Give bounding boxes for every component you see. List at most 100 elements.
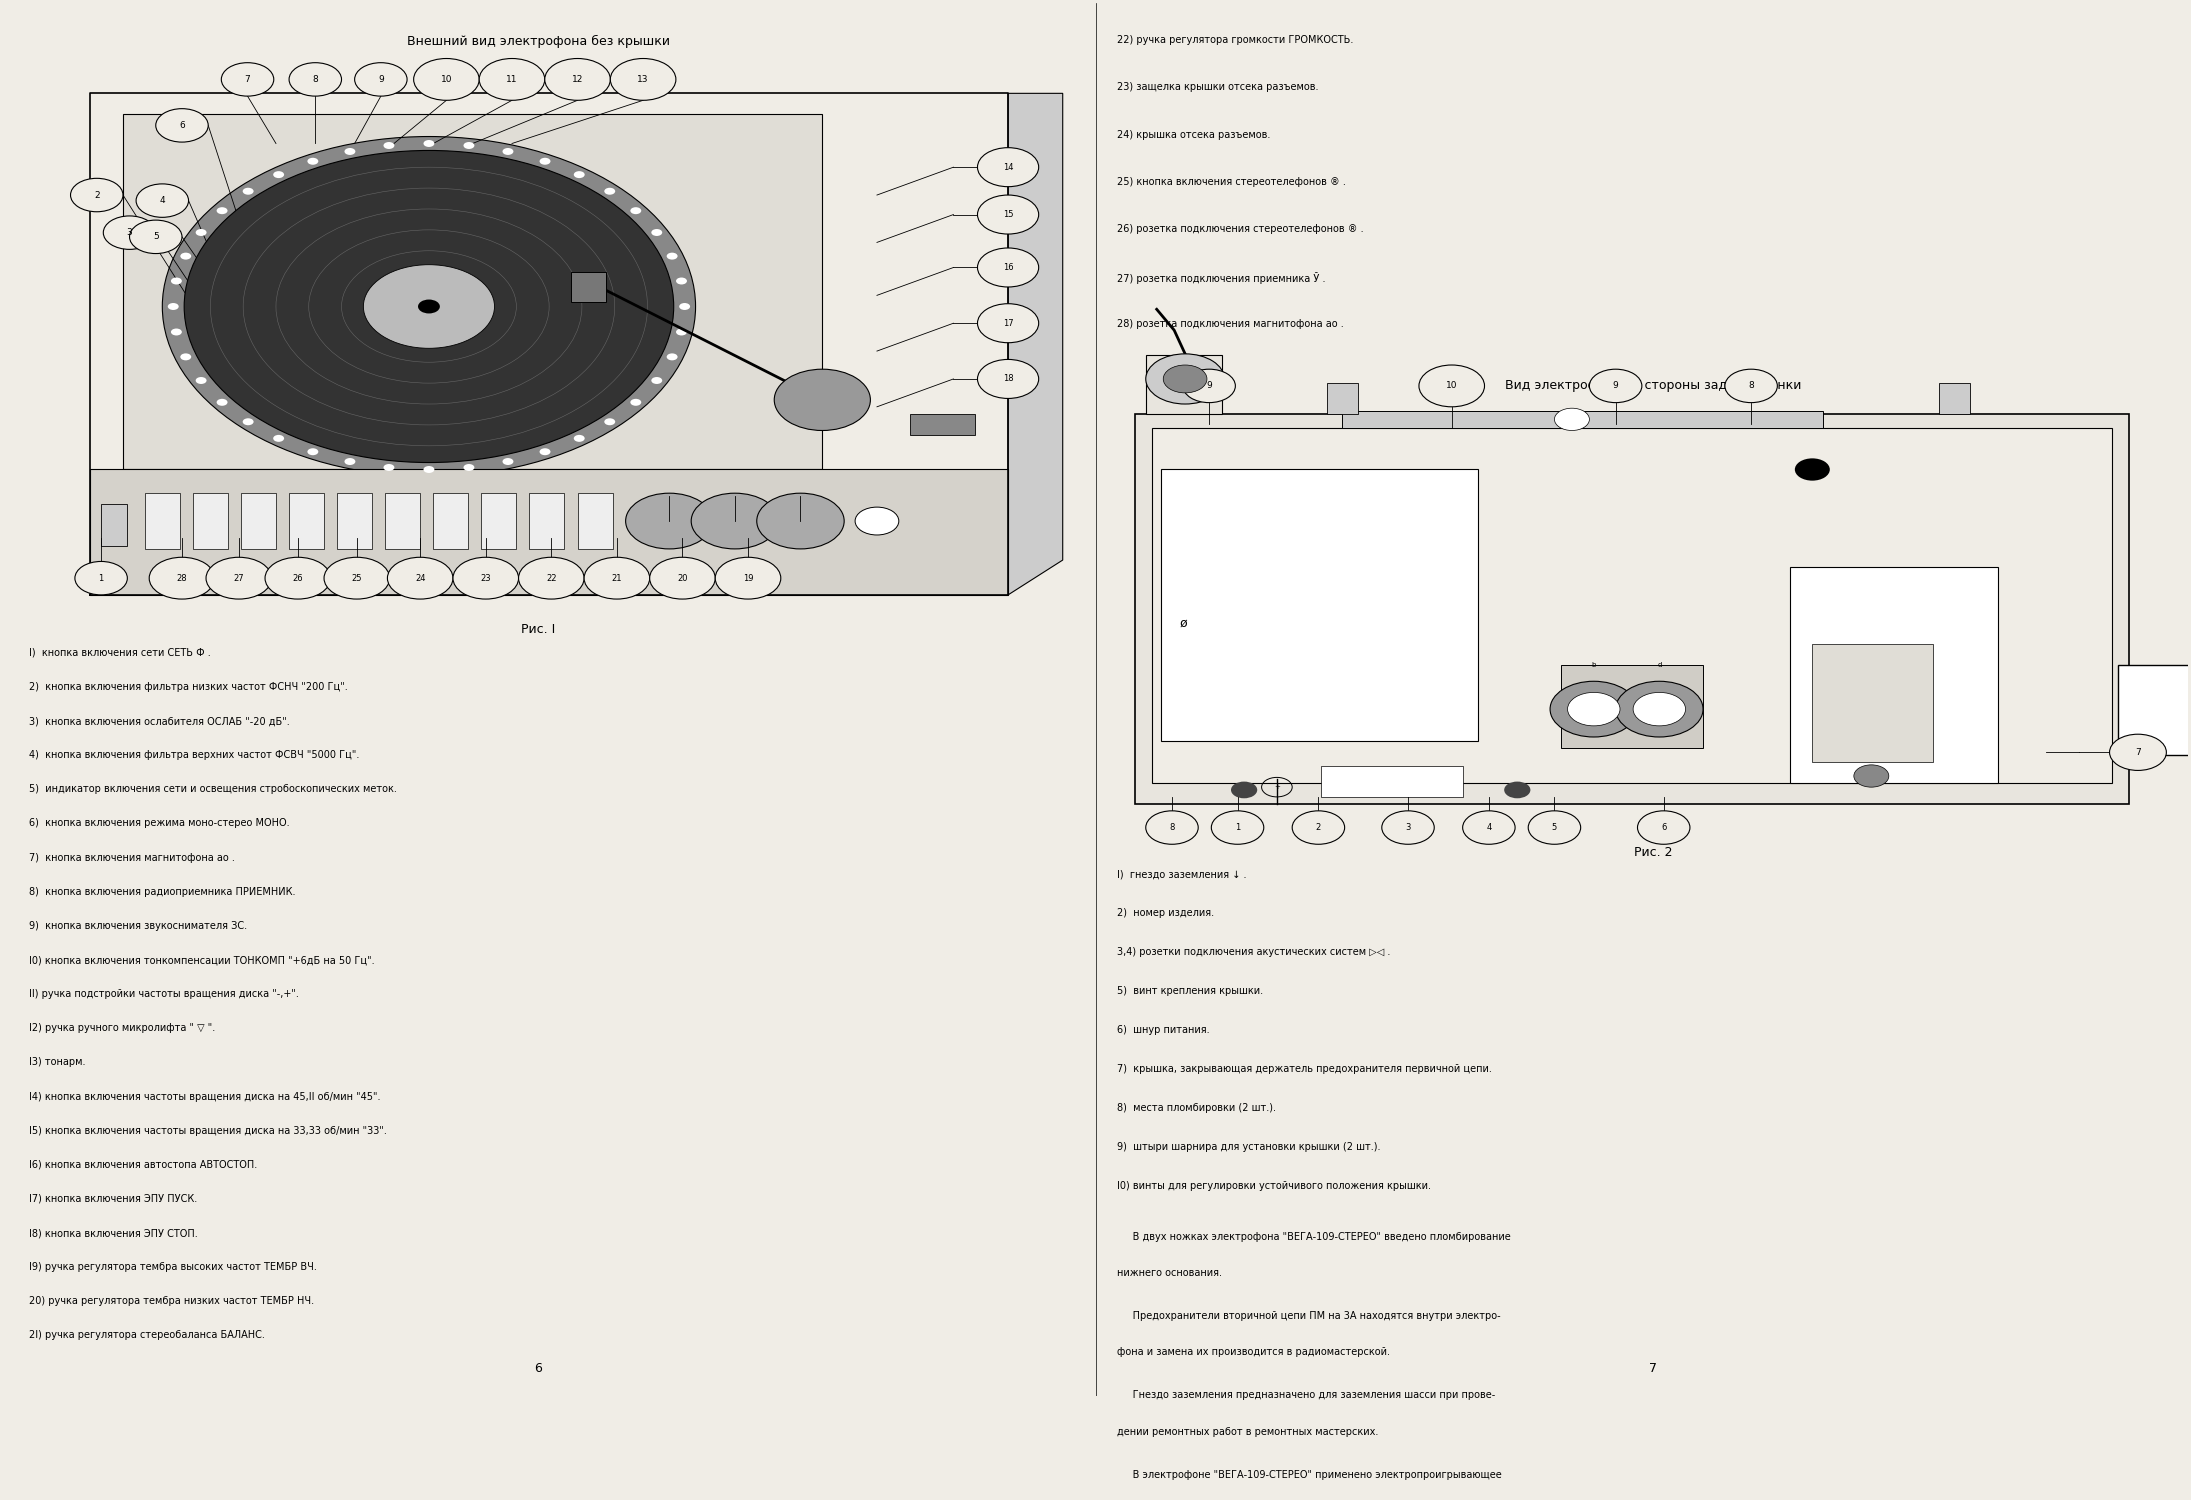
FancyBboxPatch shape	[90, 470, 1008, 596]
Circle shape	[464, 464, 475, 471]
Text: Рис. I: Рис. I	[521, 622, 554, 636]
Circle shape	[243, 419, 254, 424]
FancyBboxPatch shape	[1152, 427, 2112, 783]
Circle shape	[756, 494, 844, 549]
Circle shape	[1464, 812, 1516, 844]
Circle shape	[1383, 812, 1435, 844]
FancyBboxPatch shape	[909, 414, 975, 435]
Circle shape	[74, 561, 127, 596]
Circle shape	[480, 58, 546, 100]
Text: ø: ø	[1179, 616, 1188, 630]
Text: 14: 14	[1003, 162, 1012, 171]
FancyBboxPatch shape	[1135, 414, 2130, 804]
Text: Предохранители вторичной цепи ПМ на 3А находятся внутри электро-: Предохранители вторичной цепи ПМ на 3А н…	[1117, 1311, 1501, 1322]
Text: 28: 28	[177, 573, 186, 582]
Text: 28) розетка подключения магнитофона ао .: 28) розетка подключения магнитофона ао .	[1117, 320, 1343, 328]
Circle shape	[677, 278, 688, 285]
FancyBboxPatch shape	[123, 114, 822, 470]
Text: 26) розетка подключения стереотелефонов ® .: 26) розетка подключения стереотелефонов …	[1117, 225, 1365, 234]
Text: 13: 13	[638, 75, 649, 84]
Circle shape	[519, 558, 585, 598]
Text: 18: 18	[1003, 375, 1014, 384]
Text: 9: 9	[1207, 381, 1212, 390]
Text: I)  гнездо заземления ↓ .: I) гнездо заземления ↓ .	[1117, 870, 1247, 879]
Circle shape	[265, 558, 331, 598]
FancyBboxPatch shape	[1328, 382, 1358, 414]
Circle shape	[423, 466, 434, 472]
Circle shape	[1632, 693, 1685, 726]
Circle shape	[414, 58, 480, 100]
Text: 8: 8	[1748, 381, 1755, 390]
Text: 6)  шнур питания.: 6) шнур питания.	[1117, 1026, 1209, 1035]
Text: 15: 15	[1003, 210, 1012, 219]
Text: +: +	[1273, 784, 1280, 790]
Circle shape	[977, 248, 1039, 286]
Text: 4: 4	[160, 196, 164, 206]
Circle shape	[546, 58, 611, 100]
Circle shape	[1183, 369, 1236, 402]
Circle shape	[136, 184, 188, 218]
Circle shape	[1724, 369, 1777, 402]
Text: 21: 21	[611, 573, 622, 582]
Text: 22: 22	[546, 573, 557, 582]
Circle shape	[364, 264, 495, 348]
Circle shape	[1854, 765, 1889, 788]
Circle shape	[1567, 693, 1619, 726]
FancyBboxPatch shape	[434, 494, 469, 549]
Text: I9) ручка регулятора тембра высоких частот ТЕМБР ВЧ.: I9) ручка регулятора тембра высоких част…	[28, 1262, 318, 1272]
Circle shape	[289, 63, 342, 96]
Circle shape	[666, 354, 677, 360]
Text: 2)  кнопка включения фильтра низких частот ФСНЧ "200 Гц".: 2) кнопка включения фильтра низких часто…	[28, 682, 348, 692]
Circle shape	[627, 494, 712, 549]
FancyBboxPatch shape	[1343, 411, 1823, 428]
FancyBboxPatch shape	[386, 494, 421, 549]
FancyBboxPatch shape	[482, 494, 517, 549]
Circle shape	[651, 230, 662, 236]
Circle shape	[651, 558, 714, 598]
Circle shape	[1637, 812, 1689, 844]
Circle shape	[156, 108, 208, 142]
Circle shape	[221, 63, 274, 96]
FancyBboxPatch shape	[1560, 664, 1702, 748]
Circle shape	[502, 148, 513, 154]
Text: 8)  кнопка включения радиоприемника ПРИЕМНИК.: 8) кнопка включения радиоприемника ПРИЕМ…	[28, 886, 296, 897]
Circle shape	[1549, 681, 1637, 736]
Text: 2)  номер изделия.: 2) номер изделия.	[1117, 909, 1214, 918]
Text: нижнего основания.: нижнего основания.	[1117, 1268, 1223, 1278]
Circle shape	[103, 216, 156, 249]
Text: 5)  индикатор включения сети и освещения стробоскопических меток.: 5) индикатор включения сети и освещения …	[28, 784, 397, 795]
Text: 1: 1	[1236, 824, 1240, 833]
Text: I)  кнопка включения сети СЕТЬ Ф .: I) кнопка включения сети СЕТЬ Ф .	[28, 648, 210, 658]
Text: Вид электрофона со стороны задней стенки: Вид электрофона со стороны задней стенки	[1505, 380, 1801, 392]
Text: 8: 8	[1170, 824, 1174, 833]
Circle shape	[1588, 369, 1641, 402]
Circle shape	[129, 220, 182, 254]
Circle shape	[574, 171, 585, 178]
Circle shape	[1553, 408, 1588, 430]
Text: 26: 26	[294, 573, 302, 582]
Text: I3) тонарм.: I3) тонарм.	[28, 1058, 85, 1068]
FancyBboxPatch shape	[530, 494, 565, 549]
Text: 9)  штыри шарнира для установки крышки (2 шт.).: 9) штыри шарнира для установки крышки (2…	[1117, 1143, 1380, 1152]
Circle shape	[502, 458, 513, 465]
Text: I5) кнопка включения частоты вращения диска на 33,33 об/мин "33".: I5) кнопка включения частоты вращения ди…	[28, 1125, 388, 1136]
Circle shape	[631, 399, 642, 406]
FancyBboxPatch shape	[1321, 766, 1464, 796]
Text: 7: 7	[245, 75, 250, 84]
Circle shape	[454, 558, 519, 598]
Circle shape	[464, 142, 475, 148]
Text: В двух ножках электрофона "ВЕГА-109-СТЕРЕО" введено пломбирование: В двух ножках электрофона "ВЕГА-109-СТЕР…	[1117, 1232, 1512, 1242]
Text: 8)  места пломбировки (2 шт.).: 8) места пломбировки (2 шт.).	[1117, 1104, 1277, 1113]
Circle shape	[1794, 459, 1829, 480]
Text: 10: 10	[1446, 381, 1457, 390]
Circle shape	[217, 207, 228, 214]
Circle shape	[539, 158, 550, 165]
Circle shape	[854, 507, 898, 536]
Text: I8) кнопка включения ЭПУ СТОП.: I8) кнопка включения ЭПУ СТОП.	[28, 1228, 197, 1238]
Text: 20) ручка регулятора тембра низких частот ТЕМБР НЧ.: 20) ручка регулятора тембра низких часто…	[28, 1296, 313, 1306]
Text: 19: 19	[743, 573, 754, 582]
Text: 22) ручка регулятора громкости ГРОМКОСТЬ.: 22) ручка регулятора громкости ГРОМКОСТЬ…	[1117, 34, 1354, 45]
Text: Внешний вид электрофона без крышки: Внешний вид электрофона без крышки	[408, 34, 670, 48]
FancyBboxPatch shape	[578, 494, 613, 549]
Text: Рис. 2: Рис. 2	[1634, 846, 1672, 858]
